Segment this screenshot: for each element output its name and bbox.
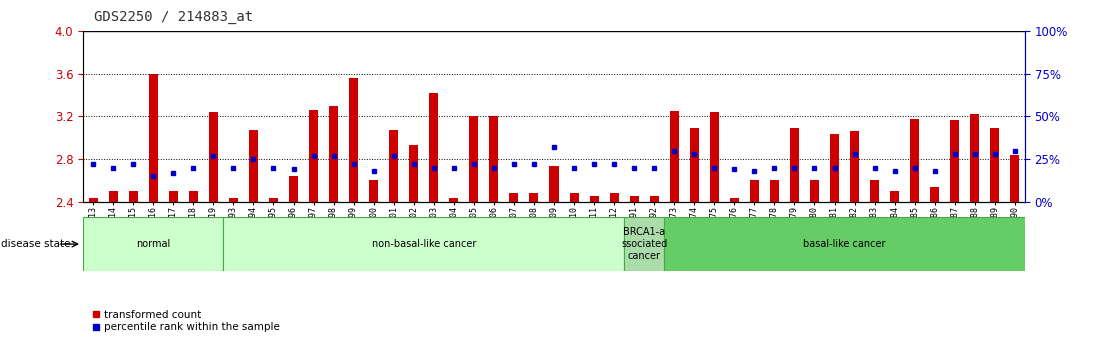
Text: basal-like cancer: basal-like cancer <box>803 239 885 249</box>
Bar <box>550 166 558 202</box>
Bar <box>490 117 499 202</box>
Bar <box>188 191 198 202</box>
Bar <box>624 217 664 271</box>
Bar <box>910 119 920 202</box>
Bar <box>510 193 519 202</box>
Bar <box>710 112 719 202</box>
Bar <box>470 117 479 202</box>
Bar <box>570 193 578 202</box>
Bar <box>730 198 739 202</box>
Bar <box>649 197 658 202</box>
Bar <box>971 114 979 202</box>
Bar <box>530 193 538 202</box>
Bar <box>269 198 278 202</box>
Bar <box>309 110 318 202</box>
Bar <box>1010 155 1019 202</box>
Text: GDS2250 / 214883_at: GDS2250 / 214883_at <box>94 10 254 24</box>
Bar <box>129 191 137 202</box>
Bar <box>249 130 258 202</box>
Bar <box>951 120 960 202</box>
Bar <box>349 78 358 202</box>
Bar <box>750 180 759 202</box>
Bar <box>229 198 238 202</box>
Bar <box>148 74 157 202</box>
Bar <box>991 128 999 202</box>
Bar <box>83 217 224 271</box>
Bar <box>389 130 398 202</box>
Bar <box>208 112 218 202</box>
Bar <box>109 191 117 202</box>
Bar <box>89 198 98 202</box>
Bar <box>790 128 799 202</box>
Bar <box>224 217 624 271</box>
Bar <box>329 106 338 202</box>
Text: non-basal-like cancer: non-basal-like cancer <box>371 239 476 249</box>
Bar <box>669 111 679 202</box>
Legend: transformed count, percentile rank within the sample: transformed count, percentile rank withi… <box>89 306 284 336</box>
Bar <box>870 180 879 202</box>
Bar <box>589 197 598 202</box>
Bar <box>830 134 839 202</box>
Bar <box>609 193 618 202</box>
Bar <box>409 145 418 202</box>
Bar <box>429 93 439 202</box>
Bar <box>664 217 1025 271</box>
Text: normal: normal <box>136 239 171 249</box>
Bar <box>369 180 378 202</box>
Bar <box>289 176 298 202</box>
Bar <box>450 198 459 202</box>
Bar <box>890 191 900 202</box>
Bar <box>690 128 699 202</box>
Text: BRCA1-a
ssociated
cancer: BRCA1-a ssociated cancer <box>622 227 667 261</box>
Bar <box>810 180 819 202</box>
Bar <box>629 197 638 202</box>
Bar <box>931 187 940 202</box>
Text: disease state: disease state <box>1 239 71 249</box>
Bar <box>168 191 177 202</box>
Bar <box>850 131 859 202</box>
Bar <box>770 180 779 202</box>
